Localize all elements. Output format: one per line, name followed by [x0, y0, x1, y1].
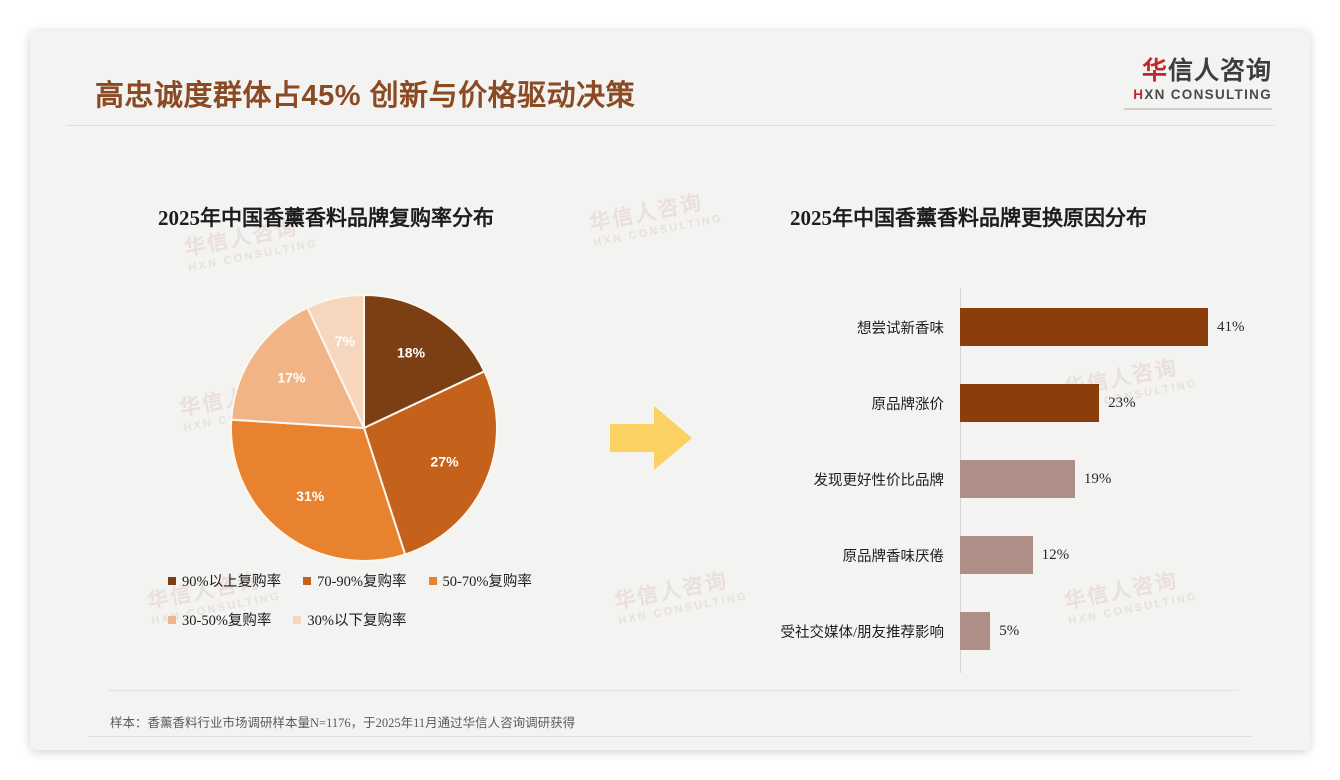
bar-row: 受社交媒体/朋友推荐影响 5%	[770, 612, 1270, 650]
bar-category-label: 想尝试新香味	[857, 320, 944, 337]
pie-slice	[306, 293, 365, 429]
logo-chinese: 华信人咨询	[1124, 58, 1272, 84]
pie-slice-label: 27%	[431, 454, 460, 470]
logo-en-rest: XN CONSULTING	[1144, 87, 1272, 103]
slide-canvas: 华信人咨询 HXN CONSULTING 华信人咨询 HXN CONSULTING …	[30, 30, 1310, 750]
header: 高忠诚度群体占45% 创新与价格驱动决策 华信人咨询 HXN CONSULTIN…	[30, 30, 1310, 126]
website-text: www.hxrcon.com	[1161, 748, 1252, 750]
logo-english: HXN CONSULTING	[1124, 87, 1272, 102]
bar-row: 原品牌涨价 23%	[770, 384, 1270, 422]
legend-swatch	[168, 576, 176, 585]
bar-track: 23%	[960, 384, 1136, 422]
legend-item[interactable]: 90%以上复购率	[168, 570, 281, 591]
bar-row: 原品牌香味厌倦 12%	[770, 536, 1270, 574]
legend-label: 90%以上复购率	[182, 574, 282, 590]
pie-chart: 18% 27% 31% 17% 7%	[228, 292, 500, 564]
bar-track: 41%	[960, 308, 1245, 346]
footer-divider	[88, 736, 1253, 737]
legend-swatch	[303, 576, 312, 585]
legend-label: 70-90%复购率	[317, 574, 407, 590]
pie-slice-label: 31%	[296, 488, 325, 504]
page-title: 高忠诚度群体占45% 创新与价格驱动决策	[95, 80, 636, 112]
legend-swatch	[428, 576, 437, 585]
bar-category-label: 发现更好性价比品牌	[813, 472, 945, 489]
header-divider	[66, 125, 1274, 126]
pie-chart-title: 2025年中国香薰香料品牌复购率分布	[158, 206, 494, 230]
bar-value-label: 23%	[1108, 394, 1136, 411]
pie-legend: 90%以上复购率 70-90%复购率 50-70%复购率 30-50%复购率 30%以…	[168, 570, 598, 648]
copyright-text: ©2026.1 HXR华信人咨询	[90, 747, 230, 750]
bar-track: 12%	[960, 536, 1069, 574]
logo-en-highlight: H	[1133, 87, 1145, 103]
bar-category-label: 原品牌涨价	[871, 396, 945, 413]
bar-fill[interactable]	[960, 612, 991, 650]
company-logo: 华信人咨询 HXN CONSULTING	[1124, 58, 1272, 111]
bar-chart-title: 2025年中国香薰香料品牌更换原因分布	[790, 206, 1147, 230]
pie-slice-label: 17%	[277, 369, 306, 385]
pie-slice	[230, 306, 366, 430]
bar-fill[interactable]	[960, 384, 1100, 422]
logo-cn-rest: 信人咨询	[1167, 57, 1272, 85]
pie-slice	[363, 293, 486, 430]
bar-value-label: 41%	[1217, 318, 1245, 335]
footnote: 样本：香薰香料行业市场调研样本量N=1176，于2025年11月通过华信人咨询调…	[110, 716, 576, 730]
legend-swatch	[293, 615, 302, 624]
bar-track: 5%	[960, 612, 1019, 650]
bar-value-label: 5%	[999, 622, 1020, 639]
legend-item[interactable]: 50-70%复购率	[428, 570, 532, 591]
bar-row: 发现更好性价比品牌 19%	[770, 460, 1270, 498]
bar-fill[interactable]	[960, 308, 1208, 346]
pie-slice-label: 7%	[335, 333, 356, 349]
pie-slice	[362, 370, 498, 556]
bar-row: 想尝试新香味 41%	[770, 308, 1270, 346]
bar-category-label: 原品牌香味厌倦	[842, 548, 945, 565]
legend-item[interactable]: 30-50%复购率	[168, 609, 271, 630]
right-arrow-icon	[610, 406, 692, 470]
pie-chart-svg: 18% 27% 31% 17% 7%	[230, 293, 498, 562]
bar-category-label: 受社交媒体/朋友推荐影响	[780, 624, 944, 641]
legend-label: 30-50%复购率	[182, 613, 272, 629]
pie-slice-label: 18%	[397, 345, 426, 361]
legend-label: 50-70%复购率	[442, 574, 532, 590]
pie-slice	[230, 418, 407, 562]
legend-label: 30%以下复购率	[307, 613, 407, 629]
legend-swatch	[168, 615, 176, 624]
bar-chart: 想尝试新香味 41% 原品牌涨价 23% 发现更好性价比品牌 19% 原品牌香味厌倦 12% 受…	[770, 288, 1270, 673]
legend-item[interactable]: 70-90%复购率	[303, 570, 407, 591]
footnote-divider	[108, 690, 1238, 691]
bar-fill[interactable]	[960, 460, 1075, 498]
bar-fill[interactable]	[960, 536, 1033, 574]
logo-underline	[1124, 108, 1272, 111]
legend-item[interactable]: 30%以下复购率	[293, 609, 407, 630]
legend-row: 90%以上复购率 70-90%复购率 50-70%复购率	[168, 570, 598, 591]
bar-track: 19%	[960, 460, 1111, 498]
legend-row: 30-50%复购率 30%以下复购率	[168, 609, 598, 630]
logo-cn-highlight: 华	[1141, 57, 1168, 85]
bar-value-label: 12%	[1041, 546, 1070, 563]
bar-value-label: 19%	[1083, 470, 1112, 487]
